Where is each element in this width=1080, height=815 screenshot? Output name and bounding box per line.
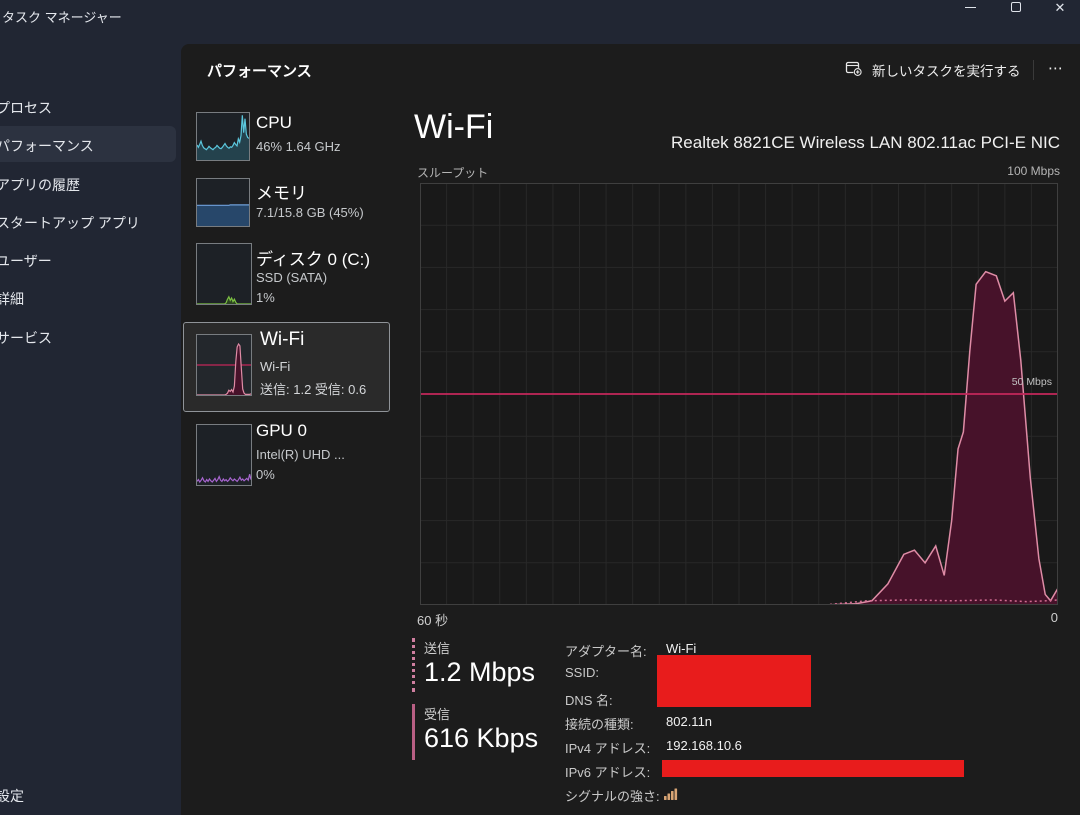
x-axis-left-label: 60 秒 (417, 613, 449, 628)
sidebar-selected-highlight (0, 126, 176, 162)
card-gpu-usage: 0% (256, 467, 275, 482)
detail-label-ssid: SSID: (565, 665, 599, 680)
card-gpu-title[interactable]: GPU 0 (256, 421, 308, 440)
signal-bars-icon (664, 786, 680, 805)
receive-value: 616 Kbps (424, 723, 539, 753)
card-cpu-title[interactable]: CPU (256, 113, 292, 132)
detail-label-connection-type: 接続の種類: (565, 717, 634, 732)
detail-value-ipv4: 192.168.10.6 (666, 738, 742, 753)
disk-mini-chart (197, 295, 251, 304)
detail-value-connection-type: 802.11n (666, 714, 713, 729)
x-axis-right-label: 0 (1050, 610, 1058, 625)
throughput-label: スループット (417, 166, 489, 180)
card-gpu[interactable] (196, 424, 252, 486)
section-title: Wi-Fi (414, 108, 494, 146)
card-wifi-selected[interactable]: Wi-Fi Wi-Fi 送信: 1.2 受信: 0.6 (183, 322, 390, 412)
send-value: 1.2 Mbps (424, 657, 536, 687)
more-options-button[interactable]: ⋯ (1041, 54, 1071, 82)
card-disk-type: SSD (SATA) (256, 270, 328, 285)
y-axis-mid-label: 50 Mbps (1011, 376, 1052, 388)
header-divider (1033, 60, 1034, 80)
send-dotted-indicator (412, 638, 415, 692)
run-new-task-button[interactable]: 新しいタスクを実行する (845, 56, 1021, 84)
page-title: パフォーマンス (207, 63, 312, 80)
sidebar-item-services[interactable]: サービス (0, 330, 52, 346)
card-memory[interactable] (196, 178, 250, 227)
receive-label: 受信 (424, 707, 451, 722)
detail-label-adapter: アダプター名: (565, 644, 647, 659)
throughput-chart: 50 Mbps (420, 183, 1059, 606)
run-new-task-icon (845, 60, 863, 81)
adapter-name: Realtek 8821CE Wireless LAN 802.11ac PCI… (671, 133, 1060, 152)
minimize-button[interactable] (950, 0, 990, 20)
sidebar-item-settings[interactable]: 設定 (0, 788, 24, 804)
card-disk-title[interactable]: ディスク 0 (C:) (256, 250, 371, 269)
maximize-icon (1011, 2, 1021, 12)
sidebar-item-processes[interactable]: プロセス (0, 100, 52, 116)
receive-solid-indicator (412, 704, 415, 760)
sidebar-item-app-history[interactable]: アプリの履歴 (0, 177, 80, 193)
card-wifi-title: Wi-Fi (260, 329, 305, 350)
send-label: 送信 (424, 641, 451, 656)
card-disk-usage: 1% (256, 290, 275, 305)
card-wifi-name: Wi-Fi (260, 359, 291, 374)
window-title: タスク マネージャー (2, 10, 122, 25)
card-gpu-name: Intel(R) UHD ... (256, 447, 345, 462)
card-disk[interactable] (196, 243, 252, 305)
card-memory-stats: 7.1/15.8 GB (45%) (256, 205, 364, 220)
card-cpu-stats: 46% 1.64 GHz (256, 139, 341, 154)
memory-mini-chart (197, 204, 249, 226)
sidebar-item-details[interactable]: 詳細 (0, 291, 24, 307)
minimize-icon (964, 6, 976, 8)
detail-label-dns: DNS 名: (565, 693, 613, 708)
card-cpu[interactable] (196, 112, 250, 161)
detail-value-adapter: Wi-Fi (666, 641, 697, 656)
sidebar-item-users[interactable]: ユーザー (0, 253, 52, 269)
run-new-task-label: 新しいタスクを実行する (872, 64, 1021, 79)
close-button[interactable]: ✕ (1040, 0, 1080, 20)
card-memory-title[interactable]: メモリ (256, 184, 307, 203)
y-axis-top-label: 100 Mbps (1007, 164, 1060, 178)
close-icon: ✕ (1054, 0, 1066, 15)
cpu-mini-chart (197, 115, 249, 160)
sidebar-item-performance[interactable]: パフォーマンス (0, 138, 94, 154)
wifi-mini-chart (197, 342, 251, 395)
card-wifi-stats: 送信: 1.2 受信: 0.6 (260, 382, 367, 397)
redaction-block-ssid-dns (657, 655, 811, 707)
performance-panel: パフォーマンス 新しいタスクを実行する ⋯ CPU 46% 1.64 GHz (181, 44, 1080, 815)
gpu-mini-chart (197, 474, 251, 484)
detail-label-ipv4: IPv4 アドレス: (565, 741, 651, 756)
sidebar-item-startup-apps[interactable]: スタートアップ アプリ (0, 215, 140, 231)
maximize-button[interactable] (996, 0, 1036, 20)
detail-label-ipv6: IPv6 アドレス: (565, 765, 651, 780)
detail-label-signal-strength: シグナルの強さ: (565, 789, 660, 804)
redaction-block-ipv6 (662, 760, 964, 777)
more-icon: ⋯ (1048, 60, 1064, 77)
